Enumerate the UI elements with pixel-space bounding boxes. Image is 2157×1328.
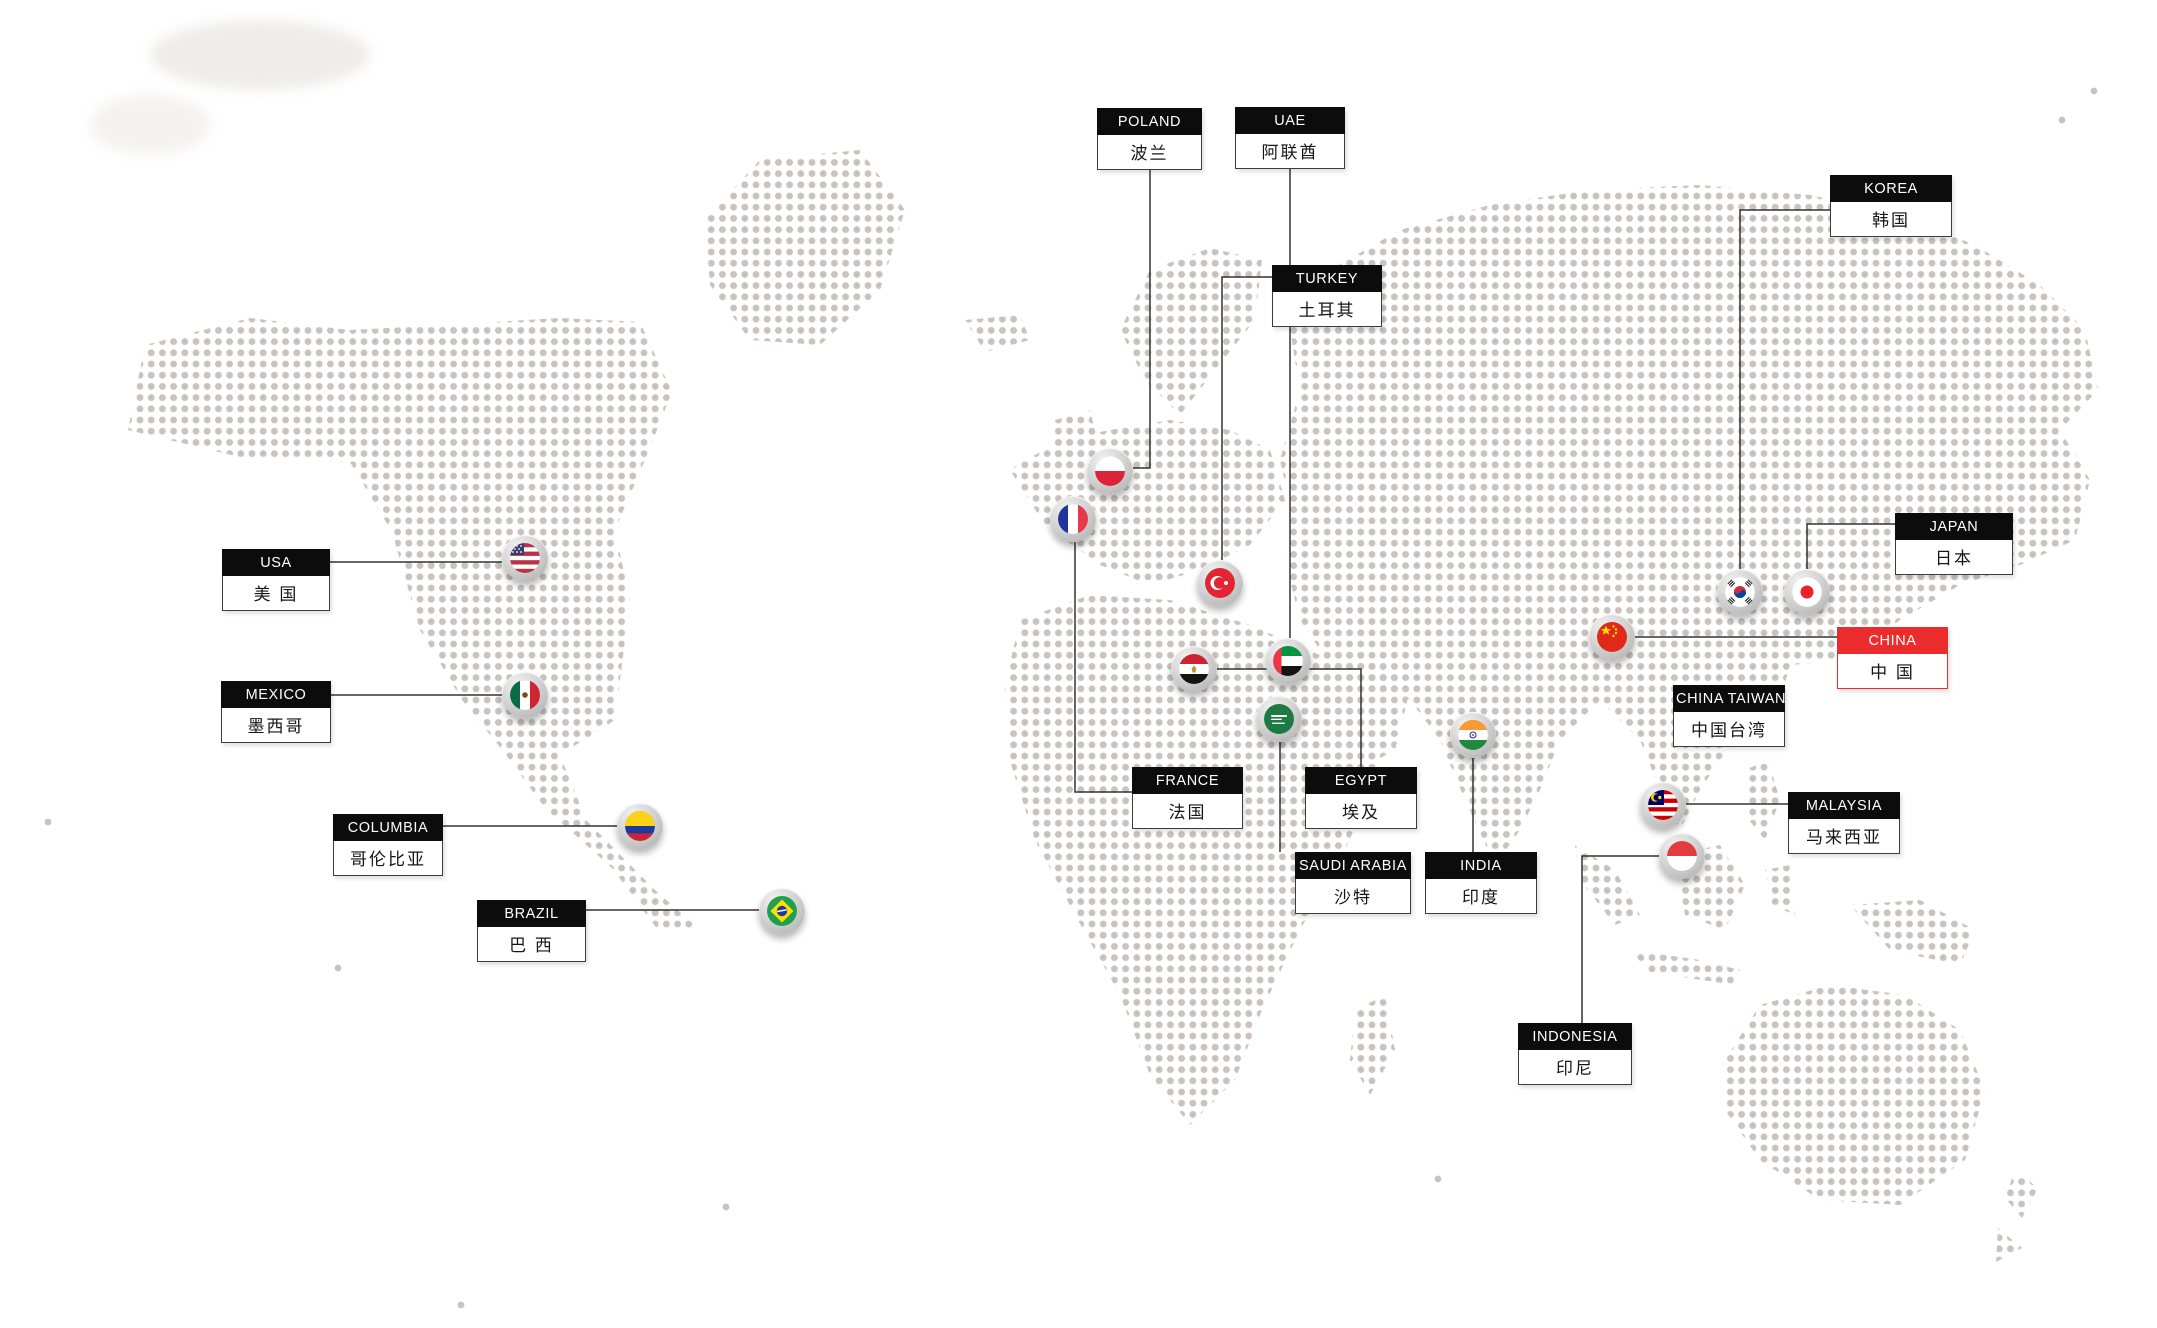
- france-label: FRANCE 法国: [1132, 767, 1243, 829]
- france-name-zh: 法国: [1132, 794, 1243, 829]
- china-flag-icon: [1597, 622, 1627, 652]
- uae-label: UAE 阿联酋: [1235, 107, 1345, 169]
- turkey-flag-marker: [1197, 560, 1243, 606]
- mexico-name-zh: 墨西哥: [221, 708, 331, 743]
- brazil-label: BRAZIL 巴 西: [477, 900, 586, 962]
- usa-name-zh: 美 国: [222, 576, 330, 611]
- uae-name-zh: 阿联酋: [1235, 134, 1345, 169]
- background-smudge: [150, 20, 370, 90]
- malaysia-name-en: MALAYSIA: [1788, 792, 1900, 819]
- usa-flag-marker: [502, 535, 548, 581]
- china-taiwan-name-en: CHINA TAIWAN: [1673, 685, 1785, 712]
- korea-connector-line: [1739, 209, 1830, 569]
- india-name-zh: 印度: [1425, 879, 1537, 914]
- egypt-name-en: EGYPT: [1305, 767, 1417, 794]
- poland-flag-icon: [1095, 456, 1125, 486]
- france-flag-marker: [1050, 496, 1096, 542]
- saudi-arabia-flag-icon: [1264, 704, 1294, 734]
- korea-label: KOREA 韩国: [1830, 175, 1952, 237]
- india-name-en: INDIA: [1425, 852, 1537, 879]
- turkey-connector-line: [1221, 276, 1272, 560]
- background-smudge: [90, 95, 210, 155]
- brazil-name-zh: 巴 西: [477, 927, 586, 962]
- china-name-zh: 中 国: [1837, 654, 1948, 689]
- saudi-arabia-name-zh: 沙特: [1295, 879, 1411, 914]
- turkey-label: TURKEY 土耳其: [1272, 265, 1382, 327]
- turkey-name-en: TURKEY: [1272, 265, 1382, 292]
- egypt-label: EGYPT 埃及: [1305, 767, 1417, 829]
- france-connector-line: [1074, 542, 1132, 793]
- indonesia-name-zh: 印尼: [1518, 1050, 1632, 1085]
- stray-ocean-dots: [44, 87, 2098, 1309]
- usa-label: USA 美 国: [222, 549, 330, 611]
- turkey-name-zh: 土耳其: [1272, 292, 1382, 327]
- japan-flag-icon: [1792, 577, 1822, 607]
- indonesia-flag-marker: [1659, 833, 1705, 879]
- china-flag-marker: [1589, 614, 1635, 660]
- egypt-name-zh: 埃及: [1305, 794, 1417, 829]
- mexico-flag-marker: [502, 672, 548, 718]
- japan-flag-marker: [1784, 569, 1830, 615]
- usa-flag-icon: [510, 543, 540, 573]
- india-flag-marker: [1450, 712, 1496, 758]
- france-name-en: FRANCE: [1132, 767, 1243, 794]
- indonesia-connector-line: [1581, 855, 1659, 1023]
- mexico-flag-icon: [510, 680, 540, 710]
- korea-name-zh: 韩国: [1830, 202, 1952, 237]
- poland-connector-line: [1133, 162, 1151, 469]
- indonesia-flag-icon: [1667, 841, 1697, 871]
- indonesia-label: INDONESIA 印尼: [1518, 1023, 1632, 1085]
- columbia-name-zh: 哥伦比亚: [333, 841, 443, 876]
- uae-name-en: UAE: [1235, 107, 1345, 134]
- saudi-arabia-name-en: SAUDI ARABIA: [1295, 852, 1411, 879]
- uae-flag-marker: [1265, 638, 1311, 684]
- brazil-name-en: BRAZIL: [477, 900, 586, 927]
- france-flag-icon: [1058, 504, 1088, 534]
- usa-name-en: USA: [222, 549, 330, 576]
- poland-name-en: POLAND: [1097, 108, 1202, 135]
- india-label: INDIA 印度: [1425, 852, 1537, 914]
- egypt-flag-icon: [1179, 654, 1209, 684]
- korea-flag-marker: [1717, 569, 1763, 615]
- continent-shapes: [128, 150, 2098, 1262]
- brazil-flag-icon: [767, 896, 797, 926]
- columbia-flag-marker: [617, 803, 663, 849]
- malaysia-name-zh: 马来西亚: [1788, 819, 1900, 854]
- korea-name-en: KOREA: [1830, 175, 1952, 202]
- china-label: CHINA 中 国: [1837, 627, 1948, 689]
- china-taiwan-name-zh: 中国台湾: [1673, 712, 1785, 747]
- uae-flag-icon: [1273, 646, 1303, 676]
- columbia-name-en: COLUMBIA: [333, 814, 443, 841]
- mexico-name-en: MEXICO: [221, 681, 331, 708]
- malaysia-label: MALAYSIA 马来西亚: [1788, 792, 1900, 854]
- saudi-arabia-flag-marker: [1256, 696, 1302, 742]
- poland-flag-marker: [1087, 448, 1133, 494]
- japan-connector-line: [1806, 523, 1895, 569]
- india-flag-icon: [1458, 720, 1488, 750]
- mexico-label: MEXICO 墨西哥: [221, 681, 331, 743]
- japan-name-en: JAPAN: [1895, 513, 2013, 540]
- columbia-label: COLUMBIA 哥伦比亚: [333, 814, 443, 876]
- egypt-flag-marker: [1171, 646, 1217, 692]
- poland-name-zh: 波兰: [1097, 135, 1202, 170]
- egypt-connector-line: [1217, 668, 1362, 767]
- japan-label: JAPAN 日本: [1895, 513, 2013, 575]
- china-taiwan-label: CHINA TAIWAN 中国台湾: [1673, 685, 1785, 747]
- korea-flag-icon: [1725, 577, 1755, 607]
- malaysia-flag-marker: [1640, 782, 1686, 828]
- malaysia-flag-icon: [1648, 790, 1678, 820]
- china-name-en: CHINA: [1837, 627, 1948, 654]
- saudi-arabia-label: SAUDI ARABIA 沙特: [1295, 852, 1411, 914]
- japan-name-zh: 日本: [1895, 540, 2013, 575]
- columbia-flag-icon: [625, 811, 655, 841]
- brazil-flag-marker: [759, 888, 805, 934]
- turkey-flag-icon: [1205, 568, 1235, 598]
- indonesia-name-en: INDONESIA: [1518, 1023, 1632, 1050]
- poland-label: POLAND 波兰: [1097, 108, 1202, 170]
